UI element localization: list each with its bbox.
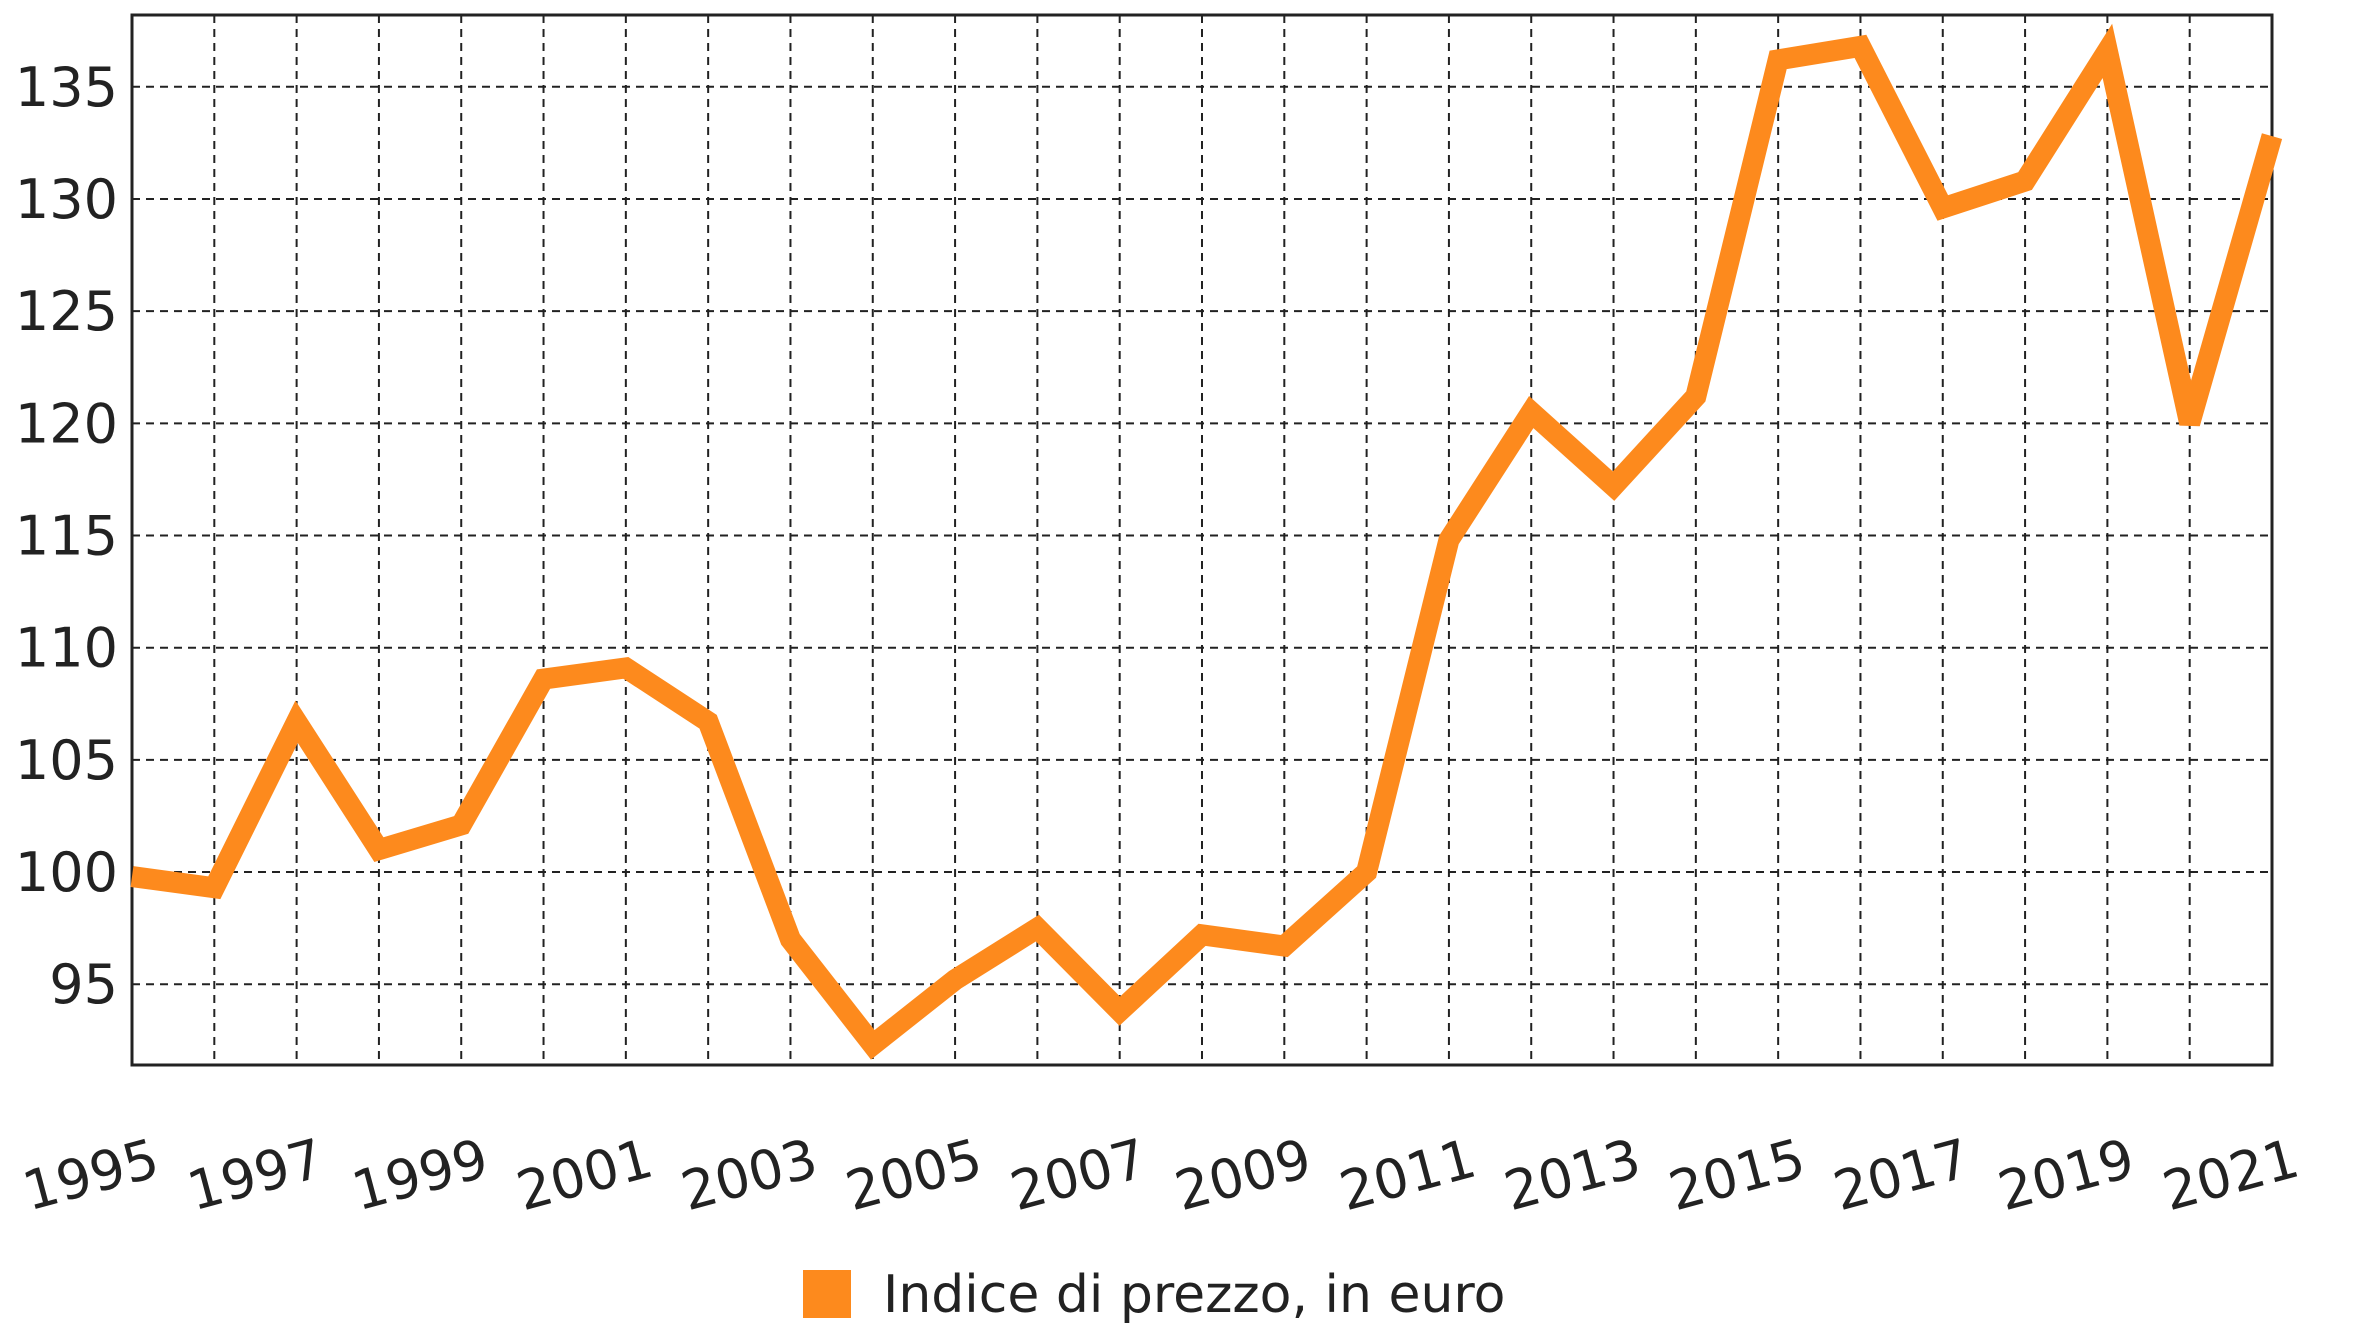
y-tick-label: 115 [15,505,118,568]
data-line [130,23,2283,1060]
y-tick-label: 105 [15,729,118,792]
x-tick-label: 2013 [1498,1127,1647,1223]
x-tick-label: 2021 [2156,1127,2305,1223]
x-tick-label: 1999 [346,1127,495,1223]
x-tick-label: 2011 [1333,1127,1482,1223]
y-tick-label: 130 [15,168,118,231]
plot-frame [130,13,2274,1067]
x-tick-label: 2019 [1992,1127,2141,1223]
y-tick-label: 120 [15,392,118,455]
x-tick-label: 1997 [181,1127,330,1223]
x-tick-label: 2015 [1662,1127,1811,1223]
y-tick-label: 100 [15,841,118,904]
y-tick-label: 110 [15,617,118,680]
x-tick-label: 2009 [1169,1127,1318,1223]
x-tick-label: 1995 [16,1127,165,1223]
y-tick-label: 95 [49,953,118,1016]
y-tick-label: 135 [15,56,118,119]
x-tick-label: 2001 [510,1127,659,1223]
legend-swatch [803,1270,851,1318]
y-tick-label: 125 [15,280,118,343]
x-tick-label: 2007 [1004,1127,1153,1223]
legend-label: Indice di prezzo, in euro [883,1265,1505,1325]
x-tick-label: 2003 [675,1127,824,1223]
x-tick-label: 2017 [1827,1127,1976,1223]
x-tick-label: 2005 [839,1127,988,1223]
